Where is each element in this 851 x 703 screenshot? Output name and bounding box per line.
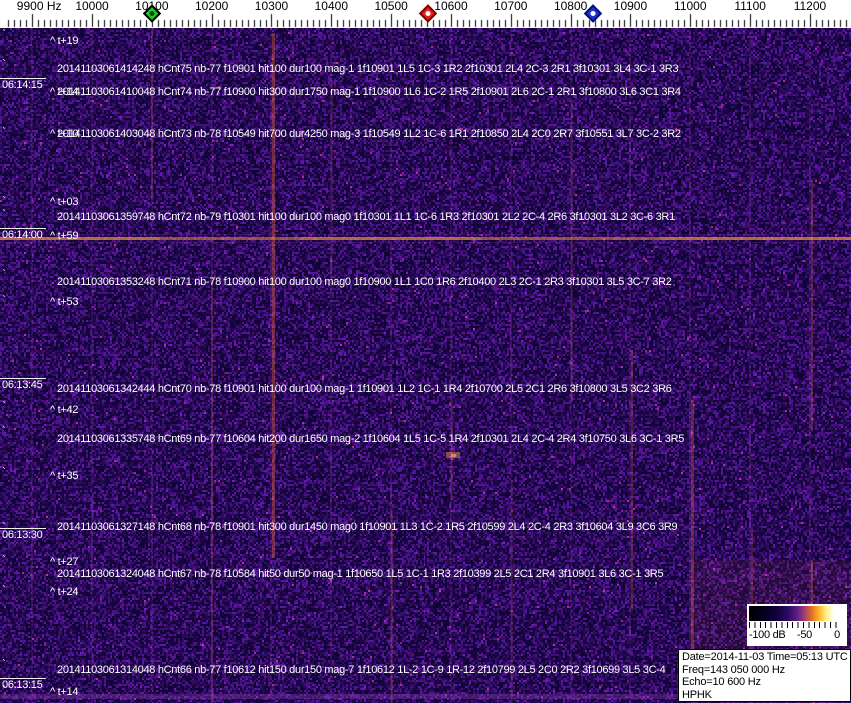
detection-line: 20141103061324048 hCnt67 nb-78 f10584 hi… [57, 568, 664, 580]
color-scale-labels: -100 dB -50 0 [749, 628, 841, 642]
detection-line: 20141103061410048 hCnt74 nb-77 f10900 hi… [57, 86, 681, 98]
time-axis-label: 06:13:45 [0, 378, 46, 391]
detection-line: 20141103061403048 hCnt73 nb-78 f10549 hi… [57, 128, 681, 140]
left-edge-tick: ` [2, 583, 6, 597]
event-time-marker: ^ t+35 [50, 470, 79, 482]
event-time-marker: ^ t+10 [50, 128, 79, 140]
legend-min-label: -100 dB [749, 629, 786, 641]
detection-line: 20141103061314048 hCnt66 nb-77 f10612 hi… [57, 664, 666, 676]
freq-label: 10300 [254, 0, 289, 13]
spectrogram-canvas [0, 28, 851, 703]
freq-label: 10000 [75, 0, 109, 13]
detection-line: 20141103061353248 hCnt71 nb-78 f10900 hi… [57, 276, 672, 288]
left-edge-tick: ` [2, 520, 6, 534]
detection-line: 20141103061335748 hCnt69 nb-77 f10604 hi… [57, 433, 685, 445]
time-axis-label: 06:14:00 [0, 228, 46, 241]
event-time-marker: ^ t+14 [50, 686, 79, 698]
event-time-marker: ^ t+42 [50, 404, 79, 416]
event-time-marker: ^ t+19 [50, 35, 79, 47]
left-edge-tick: ` [2, 207, 6, 221]
left-edge-tick: ` [2, 27, 6, 41]
left-edge-tick: ` [2, 424, 6, 438]
detection-line: 20141103061327148 hCnt68 nb-78 f10901 hi… [57, 521, 678, 533]
info-box: Date=2014-11-03 Time=05:13 UTC Freq=143 … [678, 649, 851, 702]
left-edge-tick: ` [2, 465, 6, 479]
detection-line: 20141103061359748 hCnt72 nb-79 f10301 hi… [57, 211, 675, 223]
info-date-time: Date=2014-11-03 Time=05:13 UTC [682, 651, 848, 663]
color-scale-legend: -100 dB -50 0 [747, 604, 847, 646]
color-scale-gradient [749, 606, 841, 621]
left-edge-tick: ` [2, 57, 6, 71]
left-edge-tick: ` [2, 399, 6, 413]
legend-mid-label: -50 [797, 629, 812, 641]
time-axis-label: 06:14:15 [0, 78, 46, 91]
left-edge-tick: ` [2, 125, 6, 139]
detection-line: 20141103061414248 hCnt75 nb-77 f10901 hi… [57, 63, 679, 75]
event-time-marker: ^ t+27 [50, 556, 79, 568]
left-edge-tick: ` [2, 84, 6, 98]
freq-label: 10600 [434, 0, 468, 13]
event-time-marker: ^ t+24 [50, 586, 79, 598]
time-axis-label: 06:13:30 [0, 528, 46, 541]
left-edge-tick: ` [2, 657, 6, 671]
legend-max-label: 0 [834, 629, 840, 641]
left-edge-tick: ` [2, 194, 6, 208]
event-time-marker: ^ t+59 [50, 230, 79, 242]
freq-label: 10900 [613, 0, 648, 13]
freq-label: 11000 [674, 0, 707, 13]
freq-label: 10800 [553, 0, 588, 13]
event-time-marker: ^ t+14 [50, 86, 79, 98]
info-station-code: HPHK [682, 688, 712, 701]
info-frequency: Freq=143 050 000 Hz [682, 663, 785, 676]
freq-label: 10500 [374, 0, 408, 13]
freq-label: 11200 [793, 0, 827, 13]
event-time-marker: ^ t+03 [50, 196, 79, 208]
left-edge-tick: ` [2, 553, 6, 567]
left-edge-tick: ` [2, 267, 6, 281]
event-time-marker: ^ t+53 [50, 296, 79, 308]
time-axis-label: 06:13:15 [0, 678, 46, 691]
freq-label: 10400 [314, 0, 348, 13]
detection-line: 20141103061342444 hCnt70 nb-78 f10901 hi… [57, 383, 672, 395]
left-edge-tick: ` [2, 293, 6, 307]
freq-label: 9900 Hz [16, 0, 62, 13]
freq-label: 10700 [494, 0, 528, 13]
freq-label: 11100 [734, 0, 766, 13]
color-scale-ticks [749, 622, 841, 628]
freq-label: 10200 [194, 0, 229, 13]
info-echo: Echo=10 600 Hz [682, 676, 761, 688]
left-edge-tick: ` [2, 683, 6, 697]
